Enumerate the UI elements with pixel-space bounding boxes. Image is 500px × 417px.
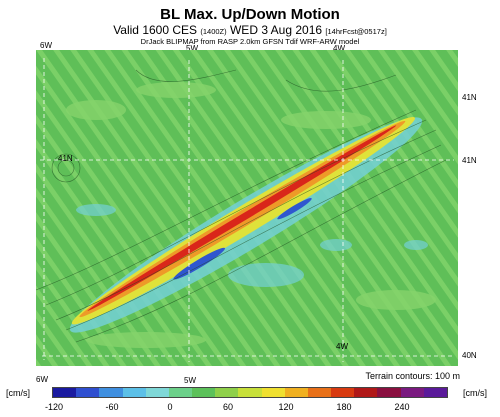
colorbar-tick: -120 xyxy=(44,402,64,412)
colorbar-swatch xyxy=(400,388,424,397)
colorbar-swatch xyxy=(307,388,332,397)
coord-top-5w: 5W xyxy=(186,44,198,53)
colorbar-swatch xyxy=(261,388,285,397)
coord-inner-4w: 4W xyxy=(336,342,348,351)
map-title: BL Max. Up/Down Motion xyxy=(160,6,340,23)
coord-right-40n: 40N xyxy=(462,351,477,360)
colorbar-tick: 60 xyxy=(222,402,234,412)
colorbar-swatch xyxy=(76,388,100,397)
up-down-motion-map xyxy=(36,50,458,366)
colorbar-swatch xyxy=(168,388,193,397)
colorbar-unit-right: [cm/s] xyxy=(463,388,487,398)
colorbar xyxy=(52,387,448,398)
colorbar-unit-left: [cm/s] xyxy=(6,388,30,398)
colorbar-swatch xyxy=(145,388,169,397)
colorbar-tick: 120 xyxy=(278,402,294,412)
colorbar-tick: 240 xyxy=(394,402,410,412)
forecast-run: [14hrFcst@0517z] xyxy=(325,27,387,36)
coord-bottom-6w: 6W xyxy=(36,375,48,384)
valid-date: WED 3 Aug 2016 xyxy=(229,23,323,37)
terrain-contours-note: Terrain contours: 100 m xyxy=(365,371,460,381)
utc-time: (1400Z) xyxy=(200,27,227,36)
colorbar-swatch xyxy=(215,388,239,397)
colorbar-tick: -60 xyxy=(105,402,119,412)
colorbar-swatch xyxy=(423,388,447,397)
colorbar-swatch xyxy=(99,388,123,397)
coord-bottom-5w: 5W xyxy=(184,376,196,385)
colorbar-tick: 0 xyxy=(167,402,173,412)
model-credit: DrJack BLIPMAP from RASP 2.0km GFSN Tdif… xyxy=(140,37,360,46)
colorbar-swatch xyxy=(284,388,308,397)
colorbar-swatch xyxy=(238,388,262,397)
colorbar-swatch xyxy=(192,388,216,397)
colorbar-swatch xyxy=(377,388,401,397)
colorbar-swatch xyxy=(53,388,77,397)
colorbar-swatch xyxy=(331,388,355,397)
colorbar-swatch xyxy=(354,388,378,397)
colorbar-swatch xyxy=(122,388,146,397)
coord-top-4w: 4W xyxy=(333,44,345,53)
coord-right-41n-top: 41N xyxy=(462,93,477,102)
valid-time: Valid 1600 CES xyxy=(113,23,198,37)
coord-left-41n: 41N xyxy=(58,154,73,163)
colorbar-tick: 180 xyxy=(336,402,352,412)
coord-top-6w: 6W xyxy=(40,41,52,50)
coord-right-41n: 41N xyxy=(462,156,477,165)
valid-time-line: Valid 1600 CES (1400Z) WED 3 Aug 2016 [1… xyxy=(0,23,500,37)
